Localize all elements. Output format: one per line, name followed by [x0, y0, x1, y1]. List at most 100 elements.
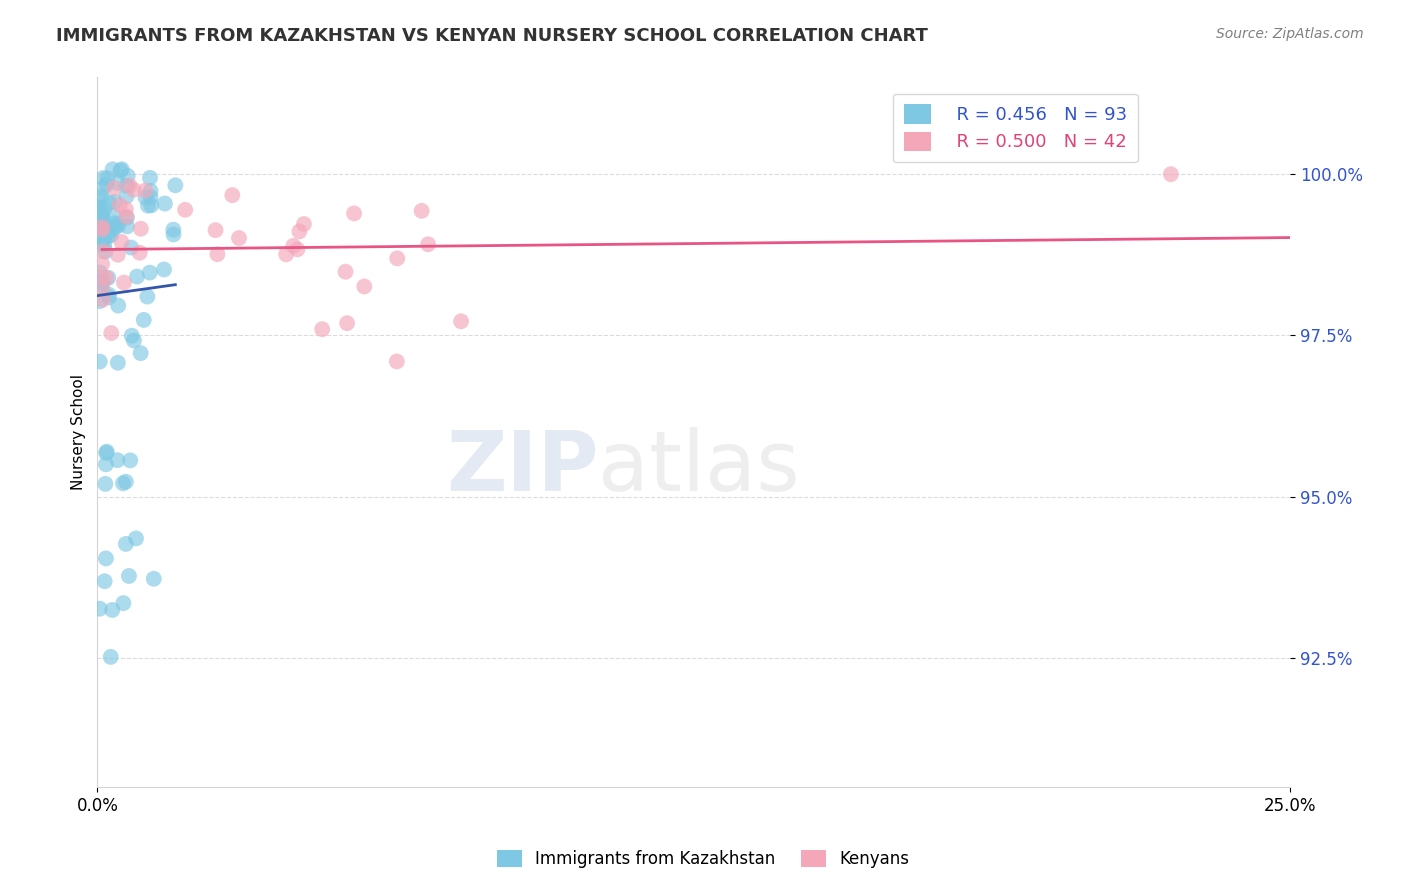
- Point: [97, 229, 120, 244]
- Point: [107, 219, 129, 233]
- Point: [98, 195, 121, 210]
- Point: [110, 163, 132, 178]
- Point: [115, 475, 138, 489]
- Point: [93, 244, 115, 259]
- Point: [94, 476, 117, 491]
- Point: [287, 242, 309, 256]
- Point: [93, 202, 115, 217]
- Point: [91, 222, 114, 236]
- Point: [353, 279, 375, 293]
- Point: [411, 203, 433, 218]
- Point: [387, 252, 409, 266]
- Point: [276, 247, 298, 261]
- Point: [91, 227, 114, 241]
- Point: [142, 572, 165, 586]
- Point: [228, 231, 250, 245]
- Legend: Immigrants from Kazakhstan, Kenyans: Immigrants from Kazakhstan, Kenyans: [491, 843, 915, 875]
- Point: [122, 183, 145, 197]
- Point: [336, 316, 359, 330]
- Point: [115, 537, 138, 551]
- Point: [120, 453, 142, 467]
- Point: [115, 211, 138, 225]
- Point: [91, 224, 114, 238]
- Point: [134, 191, 156, 205]
- Point: [91, 276, 114, 290]
- Point: [162, 227, 184, 242]
- Text: ZIP: ZIP: [446, 427, 599, 508]
- Point: [110, 235, 132, 249]
- Point: [132, 313, 155, 327]
- Point: [108, 198, 131, 212]
- Legend:   R = 0.456   N = 93,   R = 0.500   N = 42: R = 0.456 N = 93, R = 0.500 N = 42: [893, 94, 1137, 162]
- Point: [93, 238, 115, 252]
- Point: [89, 192, 111, 206]
- Point: [385, 354, 408, 368]
- Point: [94, 551, 117, 566]
- Point: [115, 178, 138, 193]
- Point: [139, 184, 162, 198]
- Point: [91, 180, 114, 194]
- Point: [94, 458, 117, 472]
- Point: [91, 207, 114, 221]
- Point: [112, 476, 135, 491]
- Point: [141, 198, 163, 212]
- Point: [89, 601, 111, 615]
- Point: [335, 265, 357, 279]
- Point: [107, 356, 129, 370]
- Point: [107, 299, 129, 313]
- Point: [89, 354, 111, 368]
- Point: [136, 289, 159, 303]
- Point: [103, 216, 125, 230]
- Point: [101, 162, 124, 177]
- Point: [89, 219, 111, 233]
- Point: [1160, 167, 1182, 181]
- Point: [90, 274, 112, 288]
- Point: [134, 184, 156, 198]
- Point: [91, 269, 114, 284]
- Point: [129, 221, 152, 235]
- Point: [292, 217, 315, 231]
- Point: [91, 293, 114, 307]
- Point: [112, 276, 135, 290]
- Point: [311, 322, 333, 336]
- Point: [90, 209, 112, 223]
- Point: [416, 237, 439, 252]
- Point: [117, 169, 139, 183]
- Point: [122, 334, 145, 348]
- Point: [96, 178, 118, 192]
- Point: [112, 596, 135, 610]
- Point: [90, 236, 112, 251]
- Point: [104, 194, 127, 209]
- Point: [121, 328, 143, 343]
- Point: [450, 314, 472, 328]
- Point: [94, 446, 117, 460]
- Point: [105, 453, 128, 467]
- Point: [89, 206, 111, 220]
- Point: [283, 239, 305, 253]
- Point: [153, 262, 176, 277]
- Point: [118, 569, 141, 583]
- Point: [153, 196, 176, 211]
- Point: [204, 223, 226, 237]
- Point: [115, 210, 138, 224]
- Point: [89, 228, 111, 243]
- Point: [221, 188, 243, 202]
- Point: [125, 532, 148, 546]
- Point: [139, 170, 162, 185]
- Point: [89, 201, 111, 215]
- Point: [288, 224, 311, 238]
- Point: [111, 162, 134, 177]
- Point: [94, 224, 117, 238]
- Point: [89, 208, 111, 222]
- Point: [207, 247, 229, 261]
- Point: [120, 241, 142, 255]
- Point: [91, 171, 114, 186]
- Point: [89, 208, 111, 222]
- Point: [96, 444, 118, 458]
- Point: [128, 245, 150, 260]
- Point: [89, 265, 111, 279]
- Text: atlas: atlas: [599, 427, 800, 508]
- Point: [174, 202, 197, 217]
- Point: [93, 232, 115, 246]
- Point: [96, 171, 118, 186]
